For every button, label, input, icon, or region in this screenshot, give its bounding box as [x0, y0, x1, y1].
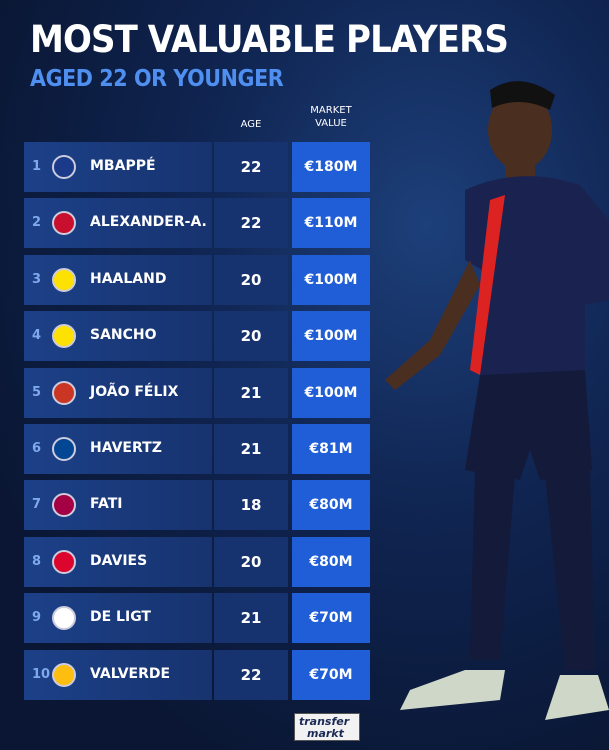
age: 21 [240, 440, 262, 458]
rank: 5 [32, 384, 42, 400]
player-name: ALEXANDER-A. [90, 214, 207, 231]
market-value: €80M [292, 480, 370, 531]
player-cell: 4 SANCHO [24, 311, 212, 362]
player-cell: 9 DE LIGT [24, 593, 212, 644]
club-crest-icon [52, 662, 76, 687]
club-crest-icon [52, 267, 76, 292]
age-cell: 22 [214, 649, 288, 700]
table-row: 8 DAVIES 20 €80M [24, 536, 370, 587]
age-cell: 20 [214, 311, 288, 362]
market-value: €100M [292, 367, 370, 418]
player-cell: 6 HAVERTZ [24, 424, 212, 474]
age: 20 [240, 327, 262, 346]
age: 22 [240, 665, 262, 684]
logo-line2: markt [307, 727, 344, 740]
market-value: €100M [292, 311, 370, 362]
age-cell: 21 [214, 593, 288, 644]
age-cell: 20 [214, 254, 288, 305]
title: MOST VALUABLE PLAYERS [30, 18, 509, 61]
table-row: 7 FATI 18 €80M [24, 480, 370, 531]
rank: 4 [32, 328, 42, 344]
age-header: AGE [240, 119, 262, 130]
player-name: SANCHO [90, 327, 157, 344]
player-name: JOÃO FÉLIX [90, 383, 179, 400]
player-name: DE LIGT [90, 609, 151, 626]
value-header-line1: MARKET [310, 105, 352, 116]
player-cell: 5 JOÃO FÉLIX [24, 367, 212, 418]
rank: 2 [32, 215, 42, 231]
player-name: MBAPPÉ [90, 158, 156, 174]
age-cell: 21 [214, 424, 288, 474]
player-name: HAVERTZ [90, 440, 162, 456]
age-cell: 18 [214, 480, 288, 531]
age-cell: 21 [214, 367, 288, 418]
table-row: 1 MBAPPÉ 22 €180M [24, 142, 370, 192]
player-name: HAALAND [90, 270, 167, 287]
club-crest-icon [52, 606, 76, 631]
age-cell: 20 [214, 536, 288, 587]
market-value: €180M [292, 142, 370, 192]
player-photo [385, 81, 609, 720]
player-name: VALVERDE [90, 665, 171, 682]
rank: 1 [32, 159, 42, 174]
player-name: DAVIES [90, 552, 148, 569]
age: 21 [240, 383, 262, 402]
rank: 6 [32, 441, 42, 456]
rank: 3 [32, 271, 42, 287]
age: 22 [240, 214, 262, 233]
player-name: FATI [90, 496, 123, 513]
table-row: 2 ALEXANDER-A. 22 €110M [24, 198, 370, 249]
table-row: 10 VALVERDE 22 €70M [24, 649, 370, 700]
player-cell: 7 FATI [24, 480, 212, 531]
market-value: €70M [292, 593, 370, 644]
table-row: 6 HAVERTZ 21 €81M [24, 424, 370, 474]
age: 21 [240, 609, 262, 628]
player-cell: 2 ALEXANDER-A. [24, 198, 212, 249]
club-crest-icon [52, 380, 76, 405]
age: 20 [240, 270, 262, 289]
table-row: 9 DE LIGT 21 €70M [24, 593, 370, 644]
subtitle: AGED 22 OR YOUNGER [30, 66, 284, 92]
rank: 7 [32, 497, 42, 513]
club-crest-icon [52, 211, 76, 236]
club-crest-icon [52, 324, 76, 349]
market-value: €70M [292, 649, 370, 700]
club-crest-icon [52, 493, 76, 518]
market-value: €80M [292, 536, 370, 587]
rank: 10 [32, 666, 51, 682]
player-cell: 3 HAALAND [24, 254, 212, 305]
player-cell: 10 VALVERDE [24, 649, 212, 700]
age: 22 [240, 158, 262, 176]
age: 18 [240, 496, 262, 515]
age-cell: 22 [214, 142, 288, 192]
player-cell: 8 DAVIES [24, 536, 212, 587]
table-row: 4 SANCHO 20 €100M [24, 311, 370, 362]
rank: 9 [32, 610, 42, 626]
logo-line1: transfer [299, 715, 350, 728]
age: 20 [240, 552, 262, 571]
table-row: 5 JOÃO FÉLIX 21 €100M [24, 367, 370, 418]
value-header: MARKET VALUE [300, 104, 362, 130]
market-value: €100M [292, 254, 370, 305]
value-header-line2: VALUE [315, 118, 347, 129]
market-value: €110M [292, 198, 370, 249]
player-cell: 1 MBAPPÉ [24, 142, 212, 192]
age-cell: 22 [214, 198, 288, 249]
table-row: 3 HAALAND 20 €100M [24, 254, 370, 305]
club-crest-icon [52, 155, 76, 179]
club-crest-icon [52, 549, 76, 574]
market-value: €81M [292, 424, 370, 474]
club-crest-icon [52, 437, 76, 461]
transfermarkt-logo: transfer markt [294, 713, 360, 741]
rank: 8 [32, 553, 42, 569]
